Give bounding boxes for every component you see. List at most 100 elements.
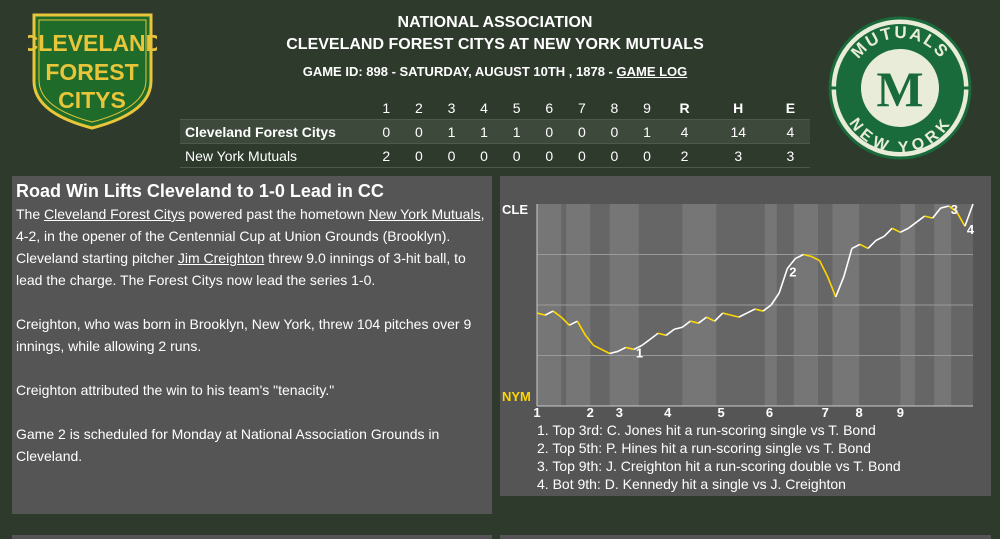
inning-score: 0 <box>467 143 501 168</box>
inning-header: 6 <box>545 99 554 116</box>
wp-line-segment <box>754 308 764 312</box>
wp-line-segment <box>770 292 780 306</box>
key-plays-list: 1. Top 3rd: C. Jones hit a run-scoring s… <box>537 421 901 493</box>
league-title: NATIONAL ASSOCIATION <box>397 14 593 31</box>
wp-line-segment <box>826 276 837 298</box>
story-paragraph: Game 2 is scheduled for Monday at Nation… <box>16 426 440 464</box>
inning-score: 0 <box>532 119 566 144</box>
home-team-link[interactable]: New York Mutuals <box>368 206 481 222</box>
wp-line-segment <box>641 338 651 347</box>
linescore-row-away: Cleveland Forest Citys 0 0 1 1 1 0 0 0 1… <box>180 119 810 144</box>
wp-inning-label: 7 <box>822 405 829 420</box>
inning-score: 1 <box>500 119 533 144</box>
wp-line-segment <box>924 215 933 219</box>
inning-score: 0 <box>435 143 468 168</box>
inning-score: 1 <box>630 119 664 144</box>
wp-key-play-marker[interactable]: 4 <box>967 222 975 237</box>
wp-line-segment <box>891 227 901 233</box>
team-name[interactable]: New York Mutuals <box>180 143 370 168</box>
inning-score: 0 <box>402 119 436 144</box>
errors-total: 3 <box>770 143 810 168</box>
wp-line-segment <box>674 326 683 331</box>
wp-line-segment <box>568 320 578 326</box>
wp-line-segment <box>690 320 699 324</box>
wp-line-segment <box>609 350 618 355</box>
story-headline: Road Win Lifts Cleveland to 1-0 Lead in … <box>16 181 384 201</box>
linescore-table: 1 2 3 4 5 6 7 8 9 R H E Cleveland Forest… <box>180 96 810 168</box>
wp-line-segment <box>576 320 587 336</box>
wp-inning-label: 2 <box>587 405 594 420</box>
wp-line-segment <box>786 258 796 270</box>
wp-line-segment <box>625 346 635 351</box>
wp-inning-label: 4 <box>664 405 672 420</box>
wp-line-segment <box>851 243 861 250</box>
wp-line-segment <box>649 332 659 340</box>
errors-total: 4 <box>770 119 810 144</box>
inning-score: 2 <box>370 143 403 168</box>
wp-line-segment <box>811 255 820 262</box>
wp-line-segment <box>907 221 917 229</box>
wp-line-segment <box>778 268 789 294</box>
wp-inning-label: 9 <box>897 405 904 420</box>
linescore-header-row: 1 2 3 4 5 6 7 8 9 R H E <box>180 96 810 120</box>
wp-line-segment <box>738 312 748 318</box>
wp-line-segment <box>843 248 853 277</box>
wp-line-segment <box>932 207 942 219</box>
wp-line-segment <box>698 316 708 324</box>
game-info: GAME ID: 898 - SATURDAY, AUGUST 10TH , 1… <box>180 62 810 82</box>
inning-header: 9 <box>643 99 651 116</box>
inning-score: 0 <box>598 143 631 168</box>
wp-line-segment <box>584 334 595 346</box>
story-text: The <box>16 206 45 222</box>
wp-key-play-marker[interactable]: 3 <box>951 202 958 217</box>
mutuals-logo-letter: M <box>876 61 923 117</box>
wp-key-play-marker[interactable]: 2 <box>789 265 796 280</box>
hits-header: H <box>733 99 744 116</box>
story-paragraph: Creighton, who was born in Brooklyn, New… <box>16 316 472 354</box>
lower-panel-edge <box>500 535 991 539</box>
wp-line-segment <box>560 316 570 326</box>
pitcher-link[interactable]: Jim Creighton <box>177 250 265 266</box>
inning-score: 1 <box>467 119 501 144</box>
key-play: 3. Top 9th: J. Creighton hit a run-scori… <box>537 458 901 474</box>
story-text: powered past the hometown <box>184 206 369 222</box>
wp-line-segment <box>762 304 772 312</box>
inning-score: 0 <box>402 143 436 168</box>
wp-inning-label: 6 <box>766 405 773 420</box>
game-log-link[interactable]: GAME LOG <box>616 64 688 79</box>
inning-score: 0 <box>565 143 599 168</box>
inning-header: 7 <box>577 99 586 116</box>
story-body: The Cleveland Forest Citys powered past … <box>12 203 492 467</box>
wp-line-segment <box>730 314 740 318</box>
game-header: NATIONAL ASSOCIATION CLEVELAND FOREST CI… <box>180 12 810 82</box>
inning-header: 3 <box>447 99 456 116</box>
lower-panel-edge <box>12 535 492 539</box>
wp-line-segment <box>948 205 958 213</box>
wp-line-segment <box>617 346 627 353</box>
away-team-link[interactable]: Cleveland Forest Citys <box>44 206 185 222</box>
cleveland-logo-line1: CLEVELAND <box>28 30 157 56</box>
wp-line-segment <box>956 211 966 227</box>
wp-line-segment <box>964 203 974 227</box>
wp-line-segment <box>633 344 643 351</box>
wp-key-play-marker[interactable]: 1 <box>636 345 643 360</box>
runs-header: R <box>679 99 690 116</box>
cleveland-logo-line2: FOREST <box>45 59 138 85</box>
inning-header: 4 <box>480 99 488 116</box>
wp-inning-label: 8 <box>856 405 863 420</box>
cleveland-logo-line3: CITYS <box>58 87 126 113</box>
inning-score: 1 <box>435 119 468 144</box>
key-play: 4. Bot 9th: D. Kennedy hit a single vs J… <box>537 476 846 492</box>
linescore-row-home: New York Mutuals 2 0 0 0 0 0 0 0 0 2 3 3 <box>180 143 810 168</box>
cleveland-logo: CLEVELAND FOREST CITYS <box>22 11 162 131</box>
team-name[interactable]: Cleveland Forest Citys <box>180 119 370 144</box>
hits-total: 3 <box>705 143 771 168</box>
wp-line-segment <box>859 243 869 250</box>
wp-line-segment <box>818 260 829 278</box>
linescore-team-header <box>180 96 370 120</box>
story-paragraph: The Cleveland Forest Citys powered past … <box>16 203 488 291</box>
hits-total: 14 <box>705 119 771 144</box>
wp-top-label: CLE <box>502 202 528 217</box>
